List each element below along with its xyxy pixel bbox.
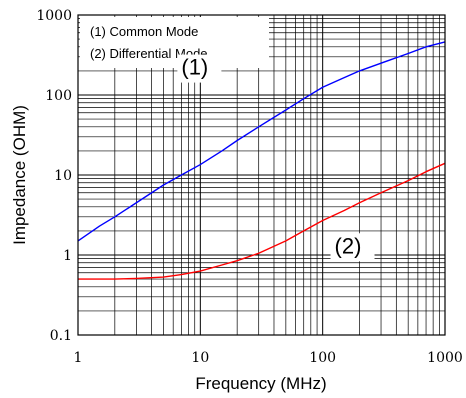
y-tick-label: 10 bbox=[54, 168, 72, 184]
y-tick-label: 0.1 bbox=[50, 328, 72, 344]
legend-box bbox=[80, 17, 269, 68]
annotation-bg-2 bbox=[330, 233, 375, 262]
annotation-label-2: (2) bbox=[335, 233, 362, 258]
legend: (1) Common Mode (2) Differential Mode bbox=[80, 17, 269, 68]
series-line-1 bbox=[77, 41, 446, 242]
plot-frame bbox=[77, 14, 446, 336]
x-axis-title: Frequency (MHz) bbox=[195, 374, 326, 393]
y-tick-label: 1000 bbox=[36, 8, 72, 24]
series-line-2 bbox=[78, 162, 446, 280]
y-tick-label: 1 bbox=[63, 248, 72, 264]
x-tick-label: 10 bbox=[191, 350, 209, 366]
annotation-label-1: (1) bbox=[181, 55, 208, 80]
x-tick-label: 1 bbox=[74, 350, 83, 366]
annotation-bg-1 bbox=[177, 54, 222, 83]
y-axis-title: Impedance (OHM) bbox=[10, 105, 29, 245]
x-tick-label: 100 bbox=[309, 350, 336, 366]
y-tick-label: 100 bbox=[45, 88, 72, 104]
x-tick-label: 1000 bbox=[427, 350, 463, 366]
annotations: (1) (2) bbox=[177, 54, 375, 262]
series-group bbox=[77, 41, 446, 280]
legend-entry-common-mode: (1) Common Mode bbox=[90, 24, 198, 39]
